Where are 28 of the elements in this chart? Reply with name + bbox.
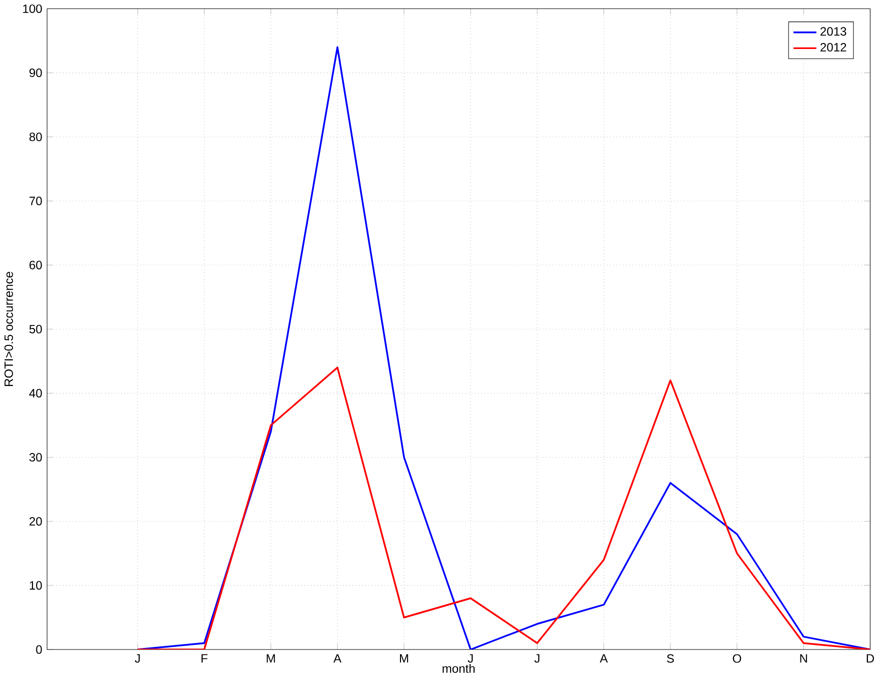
y-axis-title: ROTI>0.5 occurrence	[4, 272, 14, 386]
x-tick-label: O	[732, 654, 742, 663]
x-axis-title: month	[442, 664, 475, 673]
y-tick-label: 90	[29, 68, 42, 77]
line-series	[136, 366, 870, 650]
x-tick-label: S	[666, 654, 674, 663]
y-tick-label: 80	[29, 132, 42, 142]
x-tick-label: F	[202, 654, 208, 662]
y-tick-label: 40	[29, 388, 42, 398]
y-tick-label: 0	[36, 645, 42, 654]
x-tick-label: J	[534, 654, 540, 663]
x-tick-label: J	[134, 654, 140, 663]
x-tick-label: N	[800, 654, 807, 662]
x-tick-label: J	[468, 654, 473, 663]
y-tick-label: 50	[29, 324, 42, 334]
y-tick-label: 30	[29, 452, 42, 462]
y-tick-label: 100	[23, 4, 42, 13]
y-tick-label: 10	[30, 581, 42, 590]
legend-label: 2013	[820, 27, 846, 36]
y-tick-label: 60	[30, 260, 42, 270]
x-tick-label: M	[400, 654, 408, 662]
y-tick-label: 20	[30, 516, 42, 526]
x-tick-label: A	[333, 654, 342, 662]
x-tick-label: M	[266, 654, 275, 662]
x-tick-label: A	[600, 654, 608, 662]
legend-label: 2012	[820, 42, 846, 52]
y-tick-label: 70	[30, 196, 42, 206]
x-tick-label: D	[866, 654, 874, 662]
